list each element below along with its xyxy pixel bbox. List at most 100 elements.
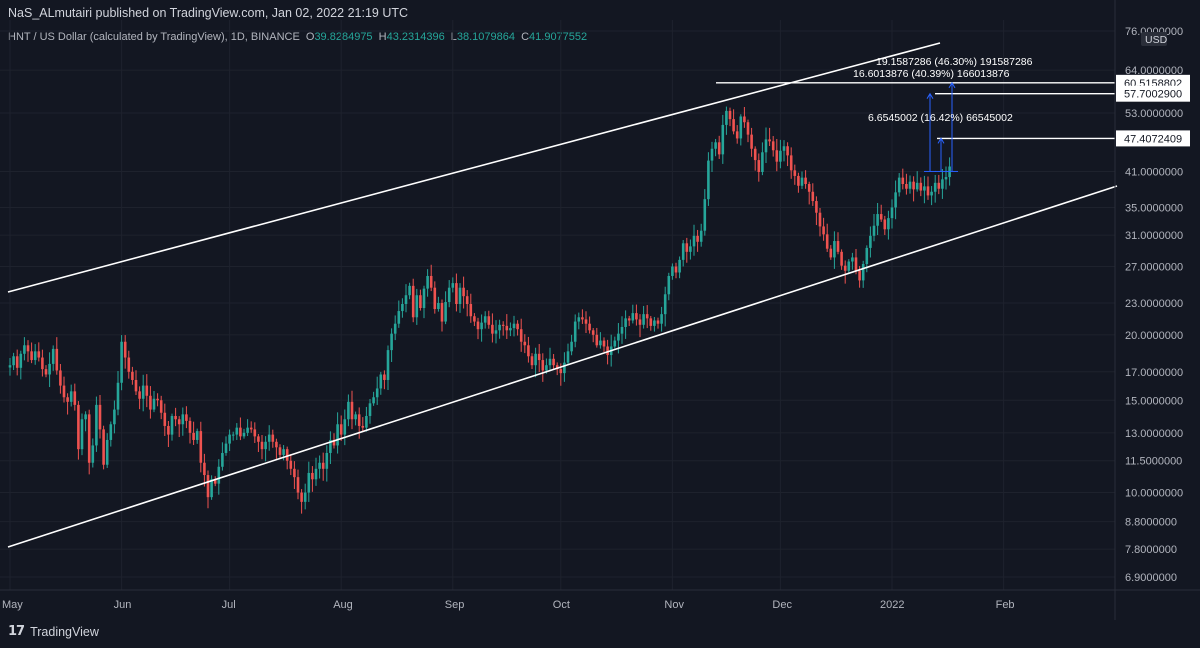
candle-body [638,319,642,325]
candle-body [33,351,37,361]
candle-body [577,317,581,322]
time-axis[interactable]: May Jun Jul Aug Sep Oct Nov Dec 2022 Feb [0,589,1200,611]
candle-body [357,414,361,426]
candle-body [476,321,480,330]
candle-body [656,320,660,324]
candle-body [239,427,242,437]
candle-body [545,365,548,371]
candle-body [246,427,249,433]
candle-body [127,357,131,372]
candle-body [210,479,213,498]
candle-body [336,424,339,446]
candle-body [887,218,890,230]
candle-body [401,303,404,312]
candle-body [188,420,192,433]
candle-body [177,419,181,425]
candle-body [800,177,804,186]
y-tick-label: 13.0000000 [1125,428,1183,440]
candle-body [343,419,347,435]
candle-body [354,414,357,420]
candle-body [501,324,505,326]
candle-body [771,141,775,151]
candle-body [293,468,296,478]
candle-body [372,397,375,404]
y-tick-label: 10.0000000 [1125,488,1183,500]
price-range-drawings[interactable]: 60.515880257.700290047.407240919.1587286… [716,56,1190,172]
price-chart[interactable]: 60.515880257.700290047.407240919.1587286… [0,0,1200,620]
candle-body [264,441,267,450]
candle-body [224,443,228,453]
x-tick-label: Aug [333,599,353,611]
candle-body [865,247,869,265]
candle-body [725,110,728,125]
tradingview-logo-icon: 17 [8,624,25,639]
price-axis[interactable]: 76.000000064.000000053.000000041.0000000… [1114,0,1183,620]
candle-body [30,351,33,361]
candle-body [753,148,757,161]
candle-body [635,313,638,320]
candle-body [105,439,109,465]
candle-body [365,415,368,428]
y-tick-label: 27.0000000 [1125,262,1183,274]
price-channel[interactable] [7,42,1118,548]
candle-body [397,311,401,324]
candle-body [84,414,87,420]
candle-body [768,139,771,142]
candle-body [876,214,879,226]
candle-body [573,321,577,342]
candle-body [116,382,120,410]
tradingview-logo[interactable]: 17 TradingView [8,624,99,639]
candle-body [523,341,527,346]
candle-body [95,404,98,446]
candle-body [8,365,12,368]
candle-body [408,285,411,296]
candle-body [77,404,80,450]
candle-series [8,106,951,514]
candle-body [811,191,815,202]
currency-label: USD [1145,34,1168,46]
low-label: L [450,31,457,43]
candle-body [12,356,15,366]
candle-body [847,261,851,271]
candle-body [350,401,354,420]
candle-body [933,182,937,192]
candle-body [296,477,300,493]
x-tick-label: Feb [996,599,1015,611]
tradingview-brand-text: TradingView [30,624,99,639]
candle-body [339,424,343,435]
candle-body [894,192,897,208]
candle-body [415,295,419,318]
candle-body [386,350,390,380]
candle-body [584,319,588,324]
candle-body [156,398,159,401]
candle-body [912,181,915,190]
candle-body [494,330,498,334]
candle-body [509,328,512,331]
candle-body [627,318,631,321]
candle-body [195,431,199,440]
candle-body [699,230,703,242]
x-tick-label: Sep [445,599,465,611]
candle-body [548,358,552,366]
candle-body [98,404,102,430]
candle-body [458,287,462,304]
candle-body [645,314,649,319]
candle-body [649,318,653,326]
candle-body [663,294,667,315]
candle-body [836,241,840,252]
candle-body [289,460,293,469]
candle-body [901,177,905,185]
price-range-label: 6.6545002 (16.42%) 66545002 [868,112,1013,124]
x-tick-label: Jun [114,599,132,611]
candle-body [426,275,429,289]
candle-body [782,146,786,151]
candle-body [689,246,692,252]
candle-body [163,412,167,426]
y-tick-label: 20.0000000 [1125,330,1183,342]
candle-body [851,257,854,262]
candle-body [624,318,627,327]
price-range-label: 19.1587286 (46.30%) 191587286 [876,56,1033,68]
candle-body [123,341,127,358]
candle-body [131,371,134,380]
candle-body [779,150,782,162]
